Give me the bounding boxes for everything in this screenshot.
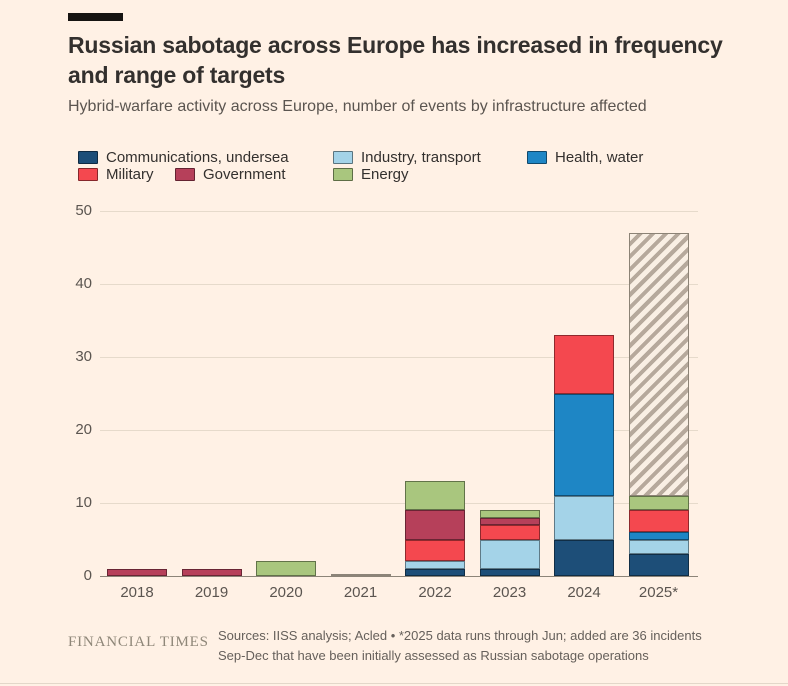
legend-label: Communications, undersea xyxy=(106,148,289,166)
bar-segment-2023-communications xyxy=(479,568,540,576)
source-note: Sources: IISS analysis; Acled • *2025 da… xyxy=(218,626,718,665)
bar-segment-2024-health xyxy=(554,393,614,496)
gridline xyxy=(100,503,698,504)
x-axis-tick-label: 2024 xyxy=(567,584,601,601)
bar-segment-2020-energy xyxy=(256,561,316,576)
bar-segment-2024-communications xyxy=(554,539,614,576)
bar-segment-2019-government xyxy=(181,568,242,576)
bar-segment-2025-industry xyxy=(628,539,689,555)
x-axis-tick-label: 2025* xyxy=(638,584,679,601)
legend-swatch-icon xyxy=(333,150,353,164)
ft-black-bar xyxy=(68,13,123,21)
y-axis-tick-label: 40 xyxy=(75,275,92,292)
bar-segment-2025-military xyxy=(628,510,689,533)
bar-segment-2024-military xyxy=(554,335,614,394)
bar-segment-2025-energy xyxy=(628,495,689,511)
y-axis-tick-label: 50 xyxy=(75,202,92,219)
bar-segment-2023-energy xyxy=(479,510,540,518)
bar-segment-2023-military xyxy=(479,524,540,540)
gridline xyxy=(100,211,698,212)
bar-segment-2022-industry xyxy=(405,561,465,569)
gridline xyxy=(100,430,698,431)
gridline xyxy=(100,284,698,285)
bar-segment-2023-government xyxy=(479,517,540,525)
legend-label: Health, water xyxy=(555,148,644,166)
ft-brand: FINANCIAL TIMES xyxy=(68,634,209,650)
legend-swatch-icon xyxy=(78,167,98,181)
bar-segment-2024-industry xyxy=(554,495,614,540)
source-line-1: Sources: IISS analysis; Acled • *2025 da… xyxy=(218,628,702,643)
legend-label: Industry, transport xyxy=(361,148,481,166)
bar-segment-2023-industry xyxy=(479,539,540,569)
source-line-2: Sep-Dec that have been initially assesse… xyxy=(218,647,649,663)
legend-swatch-icon xyxy=(175,167,195,181)
chart-plot: 0 10 20 30 40 50 2018 2019 2020 2021 2022 2023 2024 2… xyxy=(75,202,698,601)
legend-label: Government xyxy=(203,165,286,183)
legend-label: Military xyxy=(106,165,154,183)
bar-segment-2022-communications xyxy=(405,568,465,576)
legend-swatch-icon xyxy=(78,150,98,164)
x-axis-tick-label: 2023 xyxy=(492,584,527,601)
legend-item: Energy xyxy=(333,165,409,183)
legend-item: Government xyxy=(175,165,286,183)
bottom-divider xyxy=(0,683,788,684)
legend-item: Industry, transport xyxy=(333,148,481,166)
y-axis-tick-label: 20 xyxy=(75,421,92,438)
y-axis-tick-label: 0 xyxy=(83,567,92,584)
legend-item: Communications, undersea xyxy=(78,148,289,166)
gridline xyxy=(100,357,698,358)
x-axis-tick-label: 2019 xyxy=(194,584,229,601)
bar-segment-2022-government xyxy=(405,510,465,540)
x-axis-baseline xyxy=(100,576,698,577)
y-axis-tick-label: 10 xyxy=(75,494,92,511)
x-axis-tick-label: 2021 xyxy=(343,584,378,601)
y-axis-tick-label: 30 xyxy=(75,348,92,365)
x-axis-tick-label: 2020 xyxy=(269,584,303,601)
legend-item: Military xyxy=(78,165,154,183)
zero-value-bar-2021 xyxy=(330,574,391,576)
x-axis-tick-label: 2018 xyxy=(120,584,154,601)
bar-segment-2022-military xyxy=(405,539,465,562)
bar-segment-2018-government xyxy=(107,568,167,576)
legend-item: Health, water xyxy=(527,148,644,166)
bar-segment-2025-communications xyxy=(628,554,689,576)
x-axis-tick-label: 2022 xyxy=(418,584,452,601)
bar-segment-2022-energy xyxy=(405,481,465,511)
chart-title: Russian sabotage across Europe has incre… xyxy=(68,32,723,89)
chart-subtitle: Hybrid-warfare activity across Europe, n… xyxy=(68,98,647,115)
legend-swatch-icon xyxy=(527,150,547,164)
bar-segment-2025-initially-assessed-russian-sabotage xyxy=(628,232,689,496)
legend-label: Energy xyxy=(361,165,409,183)
bar-segment-2025-health xyxy=(628,532,689,540)
legend-swatch-icon xyxy=(333,167,353,181)
